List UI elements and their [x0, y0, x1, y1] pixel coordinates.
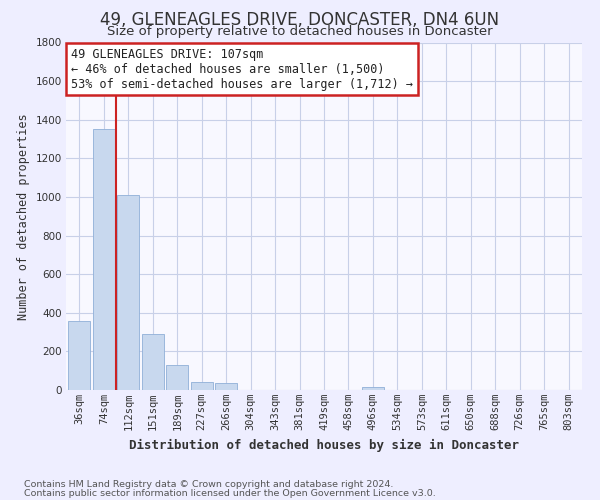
X-axis label: Distribution of detached houses by size in Doncaster: Distribution of detached houses by size … [129, 438, 519, 452]
Text: Contains HM Land Registry data © Crown copyright and database right 2024.: Contains HM Land Registry data © Crown c… [24, 480, 394, 489]
Text: Contains public sector information licensed under the Open Government Licence v3: Contains public sector information licen… [24, 488, 436, 498]
Text: 49, GLENEAGLES DRIVE, DONCASTER, DN4 6UN: 49, GLENEAGLES DRIVE, DONCASTER, DN4 6UN [100, 11, 500, 29]
Bar [191, 382, 213, 390]
Bar [68, 322, 91, 390]
Bar [93, 130, 115, 390]
Text: 49 GLENEAGLES DRIVE: 107sqm
← 46% of detached houses are smaller (1,500)
53% of : 49 GLENEAGLES DRIVE: 107sqm ← 46% of det… [71, 48, 413, 90]
Bar [118, 195, 139, 390]
Bar [142, 334, 164, 390]
Bar [215, 383, 237, 390]
Bar [166, 365, 188, 390]
Y-axis label: Number of detached properties: Number of detached properties [17, 113, 30, 320]
Text: Size of property relative to detached houses in Doncaster: Size of property relative to detached ho… [107, 25, 493, 38]
Bar [362, 386, 384, 390]
